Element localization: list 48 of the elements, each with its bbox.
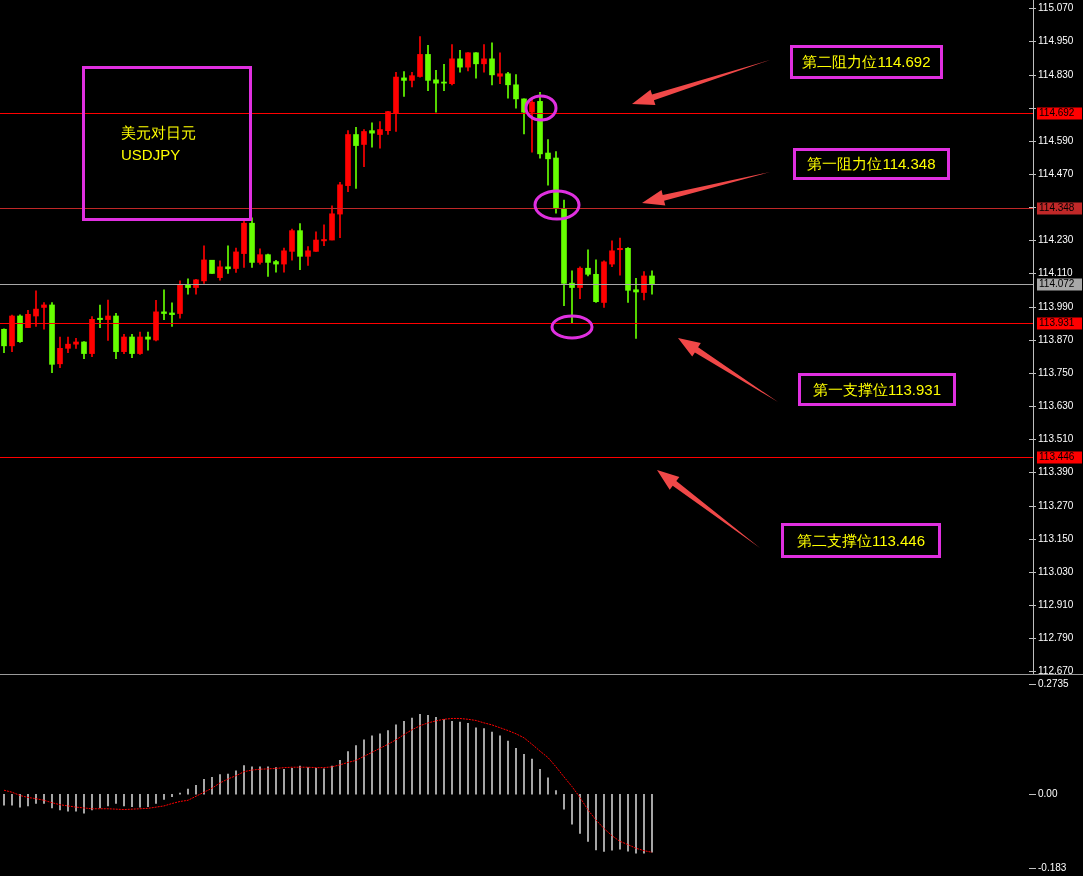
y-tick-label: 114.230: [1038, 234, 1074, 246]
y-tick-label: 113.990: [1038, 301, 1074, 313]
y-tick-label: 113.390: [1038, 466, 1074, 478]
y-tick-label: 115.070: [1038, 2, 1074, 14]
y-tick-label: 0.2735: [1038, 678, 1070, 690]
annotation: 第一阻力位114.348: [807, 154, 936, 174]
y-tick-label: 112.910: [1038, 599, 1074, 611]
ref-line-label: 113.931: [1039, 317, 1075, 329]
candlestick: [545, 139, 551, 186]
candlestick: [481, 44, 487, 73]
ref-line-label: 113.446: [1039, 451, 1075, 463]
annotation: 第一支撑位113.931: [812, 379, 942, 400]
y-tick-label: 112.790: [1038, 632, 1074, 644]
y-tick-label: 113.510: [1038, 433, 1074, 445]
candlestick: [161, 289, 167, 320]
ref-line-label: 114.348: [1039, 202, 1075, 214]
y-tick-label: 114.830: [1038, 69, 1074, 81]
candlestick: [633, 278, 639, 339]
candlestick: [401, 71, 407, 97]
candlestick: [321, 224, 327, 246]
y-tick-label: 113.750: [1038, 367, 1074, 379]
candlestick: [369, 122, 375, 148]
line-series: [3, 717, 653, 853]
y-tick-label: 114.590: [1038, 135, 1074, 147]
y-tick-label: -0.183: [1038, 862, 1067, 874]
annotation: USDJPY: [121, 144, 181, 165]
annotation: 第二支撑位113.446: [796, 530, 926, 551]
y-tick-label: 112.670: [1038, 665, 1074, 677]
y-tick-label: 0.00: [1038, 788, 1058, 800]
annotation: 第二阻力位114.692: [802, 52, 931, 72]
y-tick-label: 114.950: [1038, 35, 1074, 47]
y-tick-label: 113.630: [1038, 400, 1074, 412]
candlestick: [169, 302, 175, 327]
candlestick: [145, 331, 151, 351]
y-tick-label: 113.870: [1038, 334, 1074, 346]
y-tick-label: 113.150: [1038, 533, 1074, 545]
y-tick-label: 113.030: [1038, 566, 1074, 578]
y-tick-label: 114.110: [1038, 267, 1074, 279]
annotation: 美元对日元: [121, 122, 196, 143]
candlestick: [617, 237, 623, 276]
candlestick: [97, 304, 103, 328]
candlestick: [353, 127, 359, 189]
y-tick-label: 113.270: [1038, 500, 1074, 512]
ref-line-label: 114.692: [1039, 107, 1075, 119]
candlestick: [497, 52, 503, 85]
candlestick: [377, 121, 383, 149]
ref-line-label: 114.072: [1039, 278, 1075, 290]
y-tick-label: 114.470: [1038, 168, 1074, 180]
